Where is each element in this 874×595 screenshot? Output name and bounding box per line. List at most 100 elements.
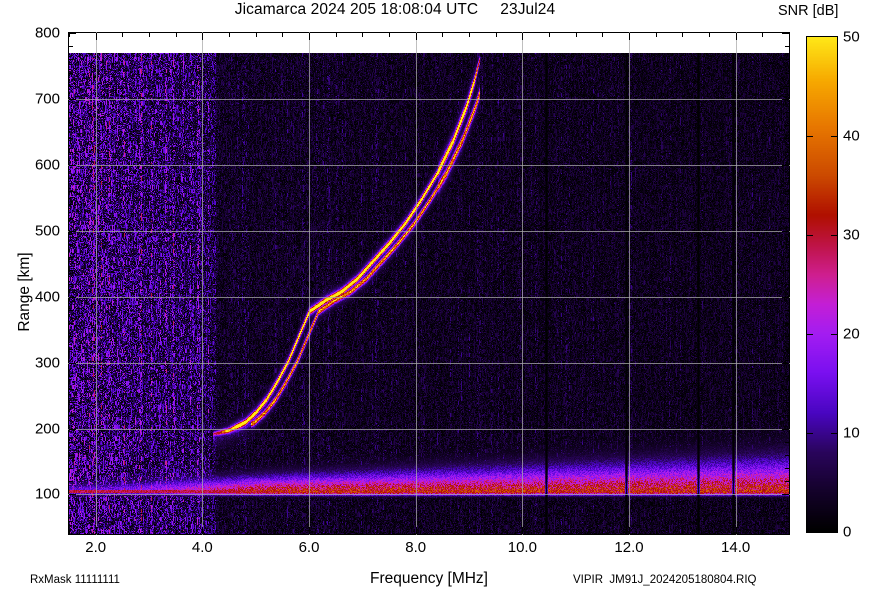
y-major-tick-right	[782, 297, 789, 298]
x-major-tick	[522, 527, 523, 534]
y-minor-tick	[69, 257, 73, 258]
x-minor-tick	[656, 530, 657, 534]
x-minor-tick-top	[656, 33, 657, 37]
x-tick-label: 4.0	[191, 539, 213, 556]
y-minor-tick	[69, 152, 73, 153]
x-minor-tick	[149, 530, 150, 534]
x-major-tick	[309, 527, 310, 534]
y-minor-tick	[69, 508, 73, 509]
x-minor-tick-top	[709, 33, 710, 37]
x-major-tick	[736, 527, 737, 534]
x-minor-tick	[122, 530, 123, 534]
colorbar-tick-label: 10	[843, 424, 860, 442]
y-major-tick-right	[782, 165, 789, 166]
y-minor-tick	[69, 336, 73, 337]
x-minor-tick	[282, 530, 283, 534]
y-minor-tick	[69, 455, 73, 456]
y-minor-tick-right	[785, 323, 789, 324]
x-minor-tick	[229, 530, 230, 534]
y-major-tick	[69, 99, 76, 100]
x-major-tick	[202, 527, 203, 534]
y-minor-tick-right	[785, 191, 789, 192]
x-major-tick	[629, 527, 630, 534]
y-minor-tick	[69, 218, 73, 219]
y-minor-tick	[69, 244, 73, 245]
y-minor-tick	[69, 46, 73, 47]
y-tick-label: 400	[34, 288, 60, 306]
x-minor-tick-top	[149, 33, 150, 37]
colorbar	[806, 36, 838, 533]
y-minor-tick-right	[785, 481, 789, 482]
y-minor-tick	[69, 349, 73, 350]
y-minor-tick-right	[785, 244, 789, 245]
x-major-tick-top	[736, 33, 737, 40]
x-minor-tick	[69, 530, 70, 534]
x-minor-tick	[576, 530, 577, 534]
y-major-tick-right	[782, 33, 789, 34]
x-minor-tick	[256, 530, 257, 534]
x-minor-tick	[336, 530, 337, 534]
ionogram-canvas	[69, 33, 789, 534]
y-major-tick-right	[782, 231, 789, 232]
x-minor-tick	[496, 530, 497, 534]
y-major-tick-right	[782, 429, 789, 430]
colorbar-tick	[807, 136, 813, 137]
x-minor-tick	[442, 530, 443, 534]
x-minor-tick-top	[602, 33, 603, 37]
colorbar-tick	[807, 334, 813, 335]
y-minor-tick-right	[785, 270, 789, 271]
y-major-tick	[69, 429, 76, 430]
y-minor-tick	[69, 323, 73, 324]
x-minor-tick-top	[69, 33, 70, 37]
y-minor-tick	[69, 112, 73, 113]
y-minor-tick	[69, 125, 73, 126]
y-minor-tick-right	[785, 86, 789, 87]
x-minor-tick	[469, 530, 470, 534]
x-minor-tick-top	[336, 33, 337, 37]
y-axis-title: Range [km]	[16, 252, 33, 332]
y-major-tick	[69, 363, 76, 364]
colorbar-tick-label: 20	[843, 325, 860, 343]
y-minor-tick	[69, 534, 73, 535]
colorbar-title: SNR [dB]	[778, 3, 839, 19]
x-major-tick	[416, 527, 417, 534]
y-minor-tick-right	[785, 284, 789, 285]
y-minor-tick	[69, 191, 73, 192]
y-tick-label: 300	[34, 354, 60, 372]
x-minor-tick-top	[122, 33, 123, 37]
y-minor-tick	[69, 415, 73, 416]
x-minor-tick	[176, 530, 177, 534]
x-minor-tick	[762, 530, 763, 534]
y-minor-tick-right	[785, 218, 789, 219]
y-minor-tick	[69, 389, 73, 390]
x-minor-tick	[682, 530, 683, 534]
y-minor-tick	[69, 138, 73, 139]
y-minor-tick	[69, 521, 73, 522]
y-minor-tick	[69, 86, 73, 87]
y-minor-tick	[69, 310, 73, 311]
y-tick-label: 600	[34, 156, 60, 174]
y-minor-tick-right	[785, 112, 789, 113]
colorbar-tick-label: 50	[843, 28, 860, 46]
x-tick-label: 14.0	[721, 539, 751, 556]
x-minor-tick-top	[442, 33, 443, 37]
x-major-tick-top	[522, 33, 523, 40]
colorbar-tick	[807, 235, 813, 236]
y-minor-tick-right	[785, 455, 789, 456]
x-minor-tick	[362, 530, 363, 534]
y-major-tick	[69, 33, 76, 34]
colorbar-tick	[831, 433, 837, 434]
y-minor-tick-right	[785, 204, 789, 205]
x-minor-tick-top	[256, 33, 257, 37]
y-minor-tick-right	[785, 138, 789, 139]
y-minor-tick-right	[785, 534, 789, 535]
y-minor-tick	[69, 376, 73, 377]
y-major-tick	[69, 297, 76, 298]
y-minor-tick	[69, 442, 73, 443]
x-minor-tick-top	[469, 33, 470, 37]
x-minor-tick	[709, 530, 710, 534]
colorbar-tick-label: 30	[843, 226, 860, 244]
y-minor-tick	[69, 468, 73, 469]
x-major-tick-top	[629, 33, 630, 40]
